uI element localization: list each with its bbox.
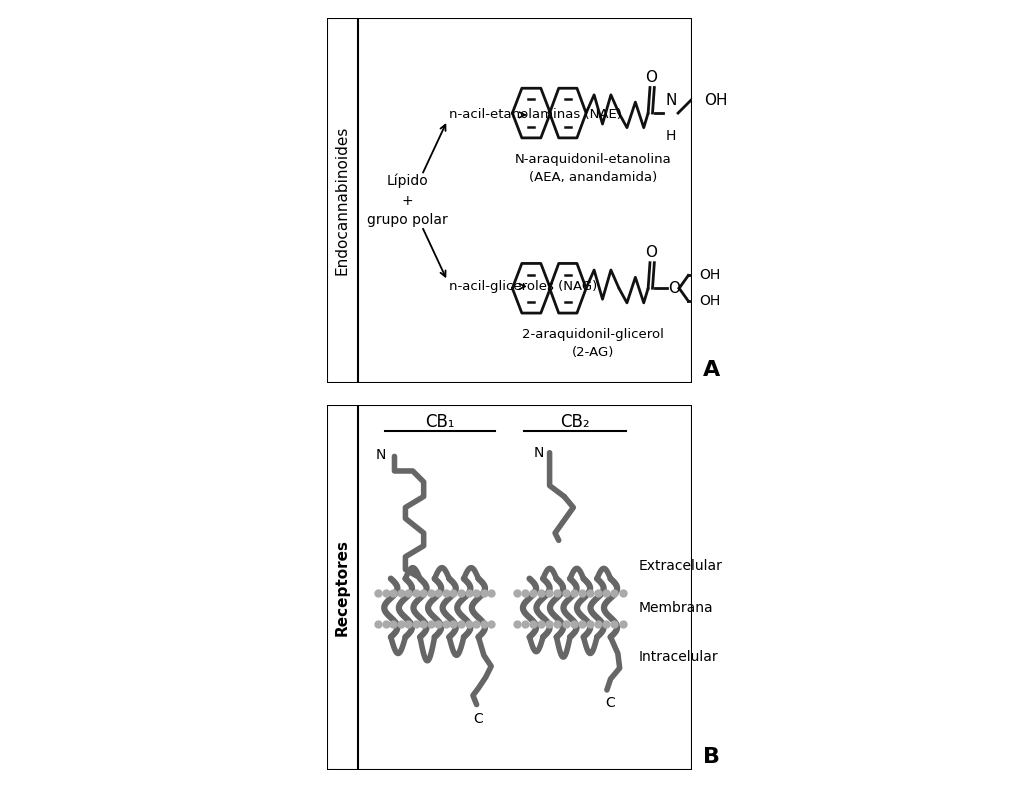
Text: OH: OH [705, 92, 728, 107]
Text: Extracelular: Extracelular [639, 559, 723, 573]
Text: n-acil-gliceroles (NAG): n-acil-gliceroles (NAG) [450, 280, 597, 293]
Text: Intracelular: Intracelular [639, 650, 719, 664]
Text: A: A [702, 359, 720, 379]
Text: Membrana: Membrana [639, 601, 714, 615]
Text: N: N [376, 448, 386, 461]
Text: O: O [645, 245, 657, 260]
Text: C: C [473, 712, 483, 726]
Bar [327, 18, 358, 383]
Text: O: O [668, 280, 680, 295]
Text: OH: OH [698, 269, 720, 283]
Text: OH: OH [698, 294, 720, 308]
Text: C: C [605, 696, 615, 710]
Text: Endocannabinoides: Endocannabinoides [335, 126, 350, 276]
Bar [327, 405, 358, 770]
Text: N: N [666, 92, 677, 107]
Text: N: N [534, 446, 544, 460]
Text: B: B [702, 747, 720, 766]
Text: N-araquidonil-etanolina
(AEA, anandamida): N-araquidonil-etanolina (AEA, anandamida… [515, 153, 672, 184]
Text: Lípido
+
grupo polar: Lípido + grupo polar [367, 174, 447, 228]
Text: Receptores: Receptores [335, 540, 350, 636]
Text: O: O [645, 70, 657, 85]
Text: CB₁: CB₁ [425, 413, 455, 431]
Text: 2-araquidonil-glicerol
(2-AG): 2-araquidonil-glicerol (2-AG) [522, 329, 665, 359]
Text: n-acil-etanolaminas (NAE): n-acil-etanolaminas (NAE) [450, 108, 623, 122]
Text: H: H [666, 130, 676, 144]
Text: CB₂: CB₂ [560, 413, 590, 431]
